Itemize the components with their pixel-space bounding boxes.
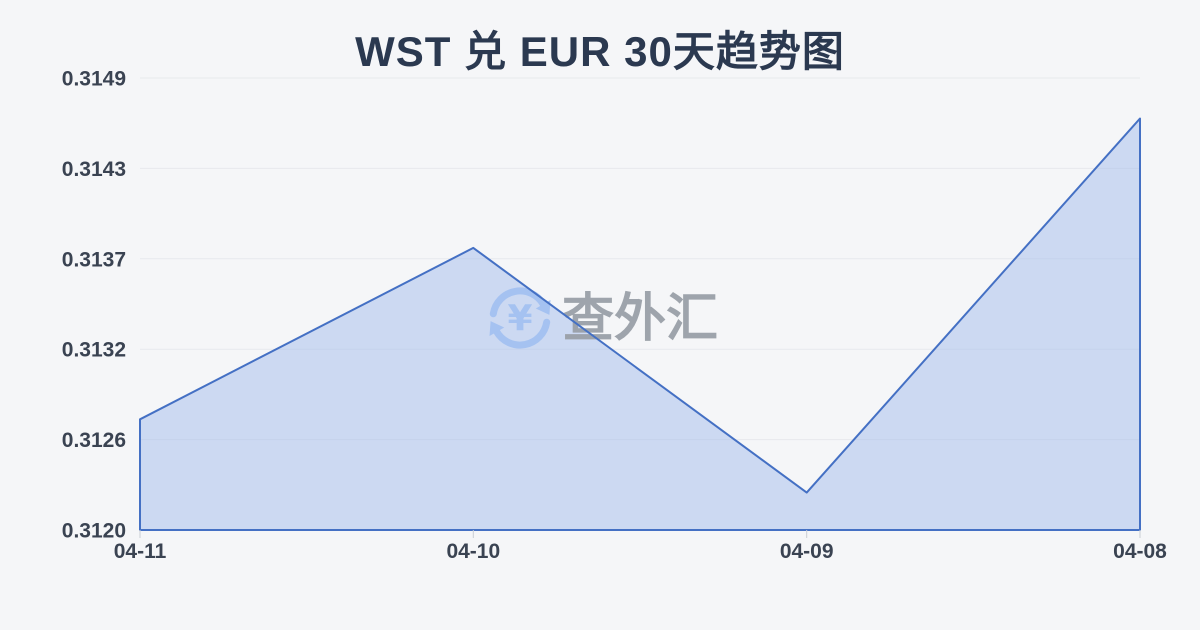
watermark: ¥ 查外汇	[489, 287, 718, 349]
exchange-arrowhead-right	[535, 300, 551, 315]
area-fill	[140, 118, 1140, 530]
y-axis-label: 0.3132	[62, 339, 126, 362]
x-axis-label: 04-08	[1113, 540, 1167, 563]
x-axis-label: 04-11	[114, 540, 167, 563]
exchange-arrowhead-left	[489, 321, 505, 336]
axis-labels: 0.31490.31430.31370.31320.31260.312004-1…	[62, 68, 1167, 564]
y-axis-label: 0.3126	[62, 429, 126, 452]
y-axis-label: 0.3120	[62, 520, 126, 543]
currency-exchange-icon: ¥	[489, 287, 551, 349]
y-axis-label: 0.3143	[62, 158, 126, 181]
yen-symbol: ¥	[507, 299, 532, 340]
exchange-arrow-top	[489, 287, 547, 318]
x-axis-label: 04-10	[446, 540, 500, 563]
chart-title: WST 兑 EUR 30天趋势图	[355, 28, 845, 75]
y-axis-label: 0.3137	[62, 248, 126, 271]
watermark-text: 查外汇	[562, 289, 718, 349]
exchange-arrow-bottom	[493, 318, 551, 349]
area-fill-layer	[140, 118, 1140, 530]
y-axis-label: 0.3149	[62, 68, 126, 91]
x-axis-label: 04-09	[780, 540, 834, 563]
